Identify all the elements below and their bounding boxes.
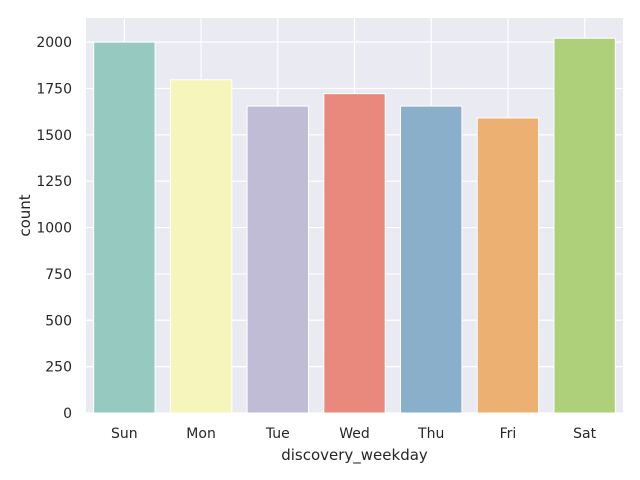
x-tick-label: Sat [573,426,596,442]
bar-fri [476,117,540,414]
y-axis-label: count [16,194,34,236]
bar-sat [553,37,616,414]
y-tick-label: 1750 [36,81,72,97]
bars [93,37,616,414]
y-tick-label: 2000 [36,35,72,51]
y-tick-label: 250 [45,360,72,376]
y-tick-label: 1250 [36,174,72,190]
bar-thu [400,105,463,414]
x-tick-label: Tue [265,426,290,442]
x-tick-labels: Sun Mon Tue Wed Thu Fri Sat [111,426,597,442]
x-tick-label: Wed [339,426,370,442]
x-tick-label: Thu [417,426,444,442]
x-tick-label: Sun [111,426,138,442]
y-tick-label: 1500 [36,128,72,144]
y-tick-label: 1000 [36,221,72,237]
y-tick-label: 750 [45,267,72,283]
x-tick-label: Mon [186,426,216,442]
bar-mon [169,79,233,414]
bar-tue [246,105,309,414]
y-tick-label: 0 [63,406,72,422]
x-tick-label: Fri [500,426,517,442]
bar-sun [93,41,156,414]
x-axis-label: discovery_weekday [281,446,428,465]
bar-wed [323,93,386,414]
y-tick-label: 500 [45,313,72,329]
y-tick-labels: 0 250 500 750 1000 1250 1500 1750 2000 [36,35,72,422]
